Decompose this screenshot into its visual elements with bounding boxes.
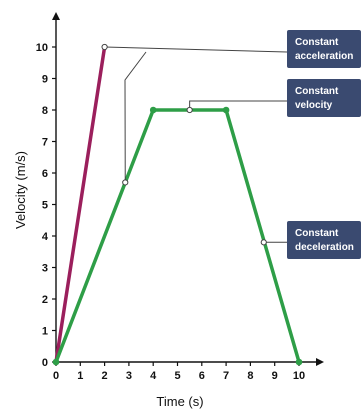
x-tick-label: 1 (77, 370, 83, 382)
y-tick-label: 0 (42, 357, 48, 369)
y-tick-label: 7 (42, 137, 48, 149)
series-point (149, 106, 157, 114)
x-tick-label: 2 (102, 370, 108, 382)
y-tick-label: 9 (42, 74, 48, 86)
series-line-1 (54, 45, 107, 364)
x-tick-label: 5 (174, 370, 180, 382)
callout-text-line: deceleration (295, 242, 354, 253)
callout-text-line: acceleration (295, 51, 353, 62)
x-tick-label: 0 (53, 370, 59, 382)
x-tick-label: 10 (293, 370, 305, 382)
axis-ticks: 0 1 2 3 4 5 6 7 8 9 10 0 1 2 3 4 5 6 7 8 9 10 (36, 42, 305, 382)
callout-box (287, 79, 361, 117)
callout-text-line: Constant (295, 37, 339, 48)
x-tick-label: 6 (199, 370, 205, 382)
y-tick-label: 4 (42, 231, 49, 243)
callout-text-line: Constant (295, 228, 339, 239)
callout-leaders (101, 43, 288, 246)
callout-leader-line (104, 46, 288, 53)
callout-anchor-dot (186, 106, 193, 114)
y-tick-label: 5 (42, 200, 48, 212)
callout-anchor-dot (101, 43, 108, 51)
y-tick-label: 1 (42, 326, 48, 338)
series-point (52, 358, 60, 366)
y-axis-arrow-icon (52, 12, 60, 20)
x-tick-label: 9 (272, 370, 278, 382)
series-point (222, 106, 230, 114)
callout-anchor-dot (122, 179, 129, 186)
x-axis-arrow-icon (316, 358, 324, 366)
x-tick-label: 7 (223, 370, 229, 382)
chart-series (52, 45, 303, 366)
x-tick-label: 4 (150, 370, 157, 382)
y-axis-label: Velocity (m/s) (13, 151, 28, 229)
callout-text-line: velocity (295, 100, 333, 111)
callout-leader-line (124, 51, 147, 183)
y-tick-label: 10 (36, 42, 48, 54)
series-line-2 (54, 108, 301, 364)
x-tick-label: 8 (247, 370, 253, 382)
callout-box (287, 30, 361, 68)
x-tick-label: 3 (126, 370, 132, 382)
callout-box (287, 221, 361, 259)
x-axis-label: Time (s) (156, 394, 203, 409)
callout-text-line: Constant (295, 86, 339, 97)
callouts: Constant acceleration Constant velocity Cons… (287, 30, 361, 259)
y-tick-label: 3 (42, 263, 48, 275)
callout-anchor-dot (260, 239, 267, 246)
y-tick-label: 6 (42, 168, 48, 180)
y-tick-label: 2 (42, 294, 48, 306)
y-tick-label: 8 (42, 105, 48, 117)
series-point (295, 358, 303, 366)
